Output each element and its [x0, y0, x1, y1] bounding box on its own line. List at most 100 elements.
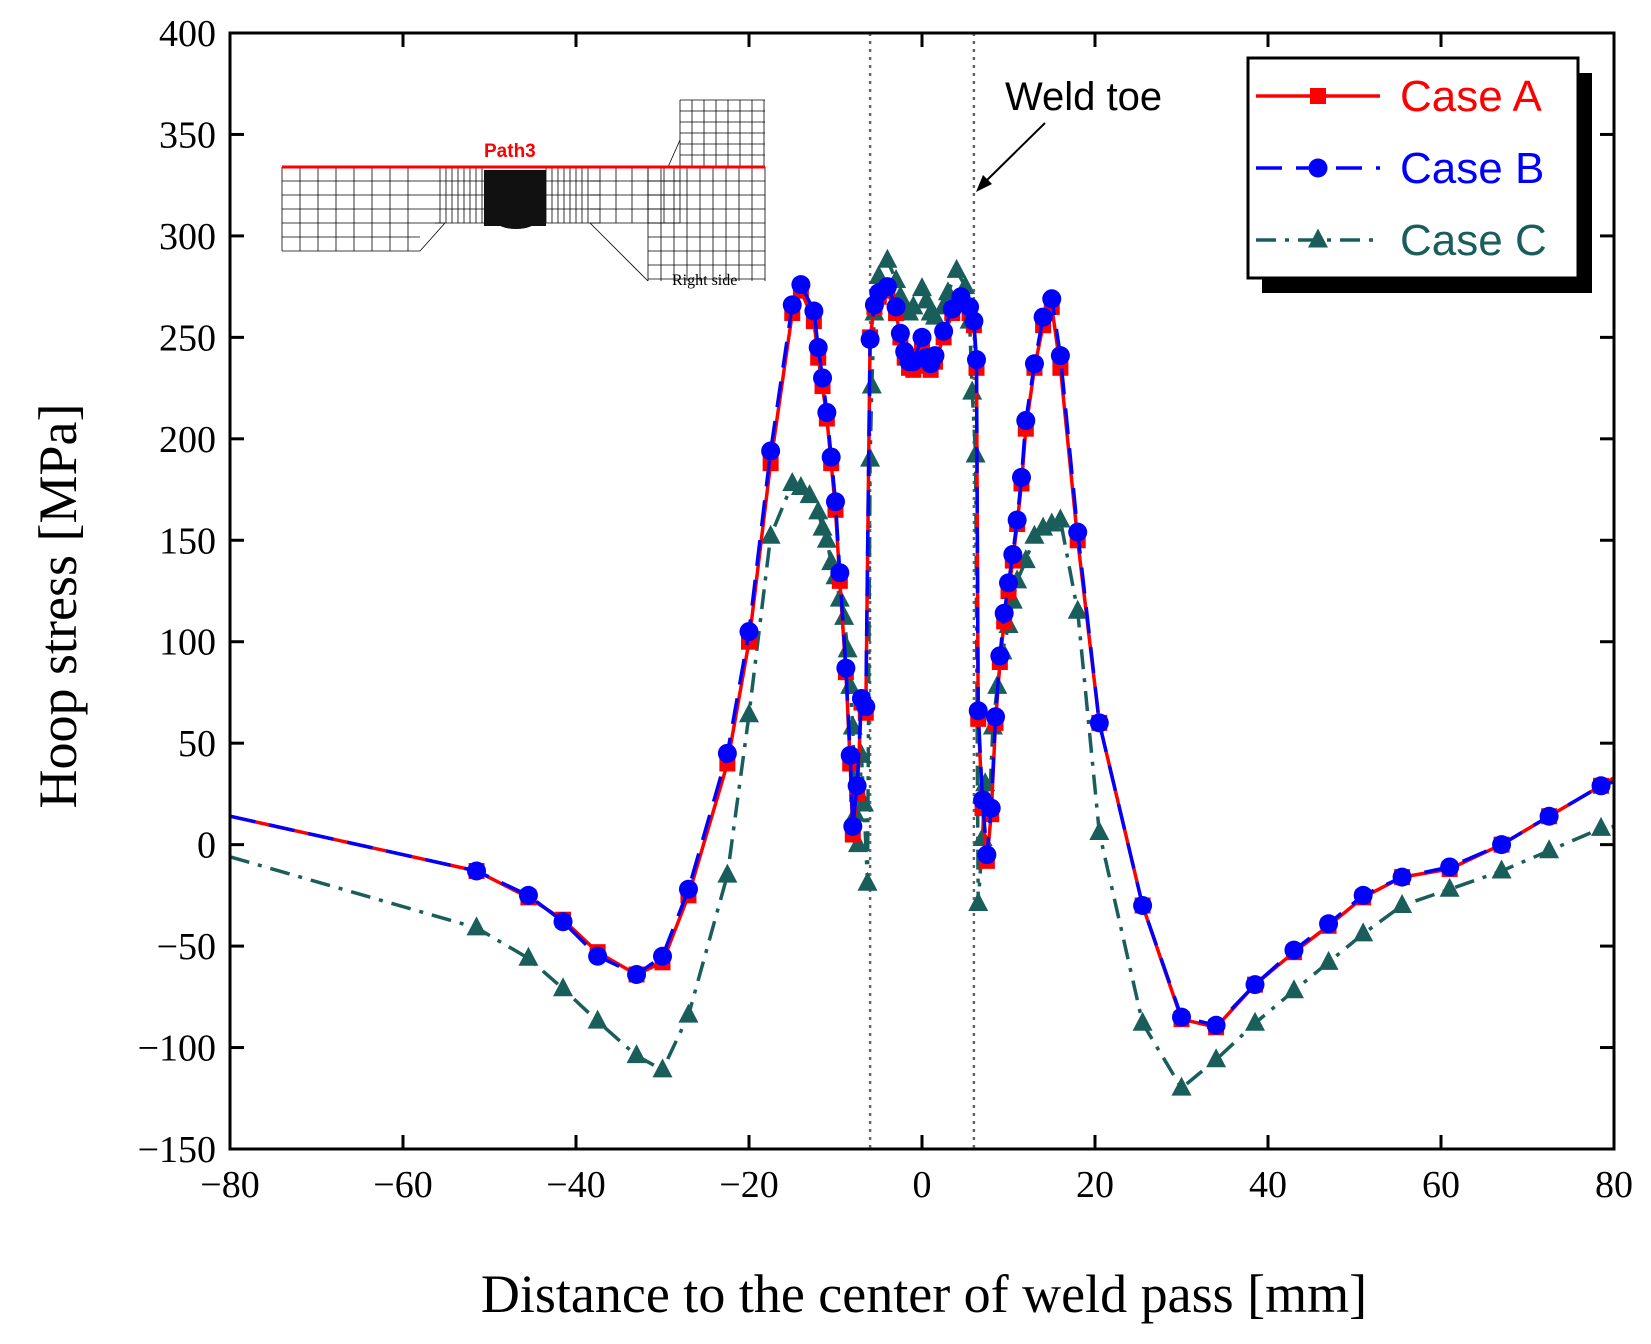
- x-tick-label: 40: [1249, 1164, 1287, 1206]
- case-b-point: [1492, 835, 1512, 855]
- weld-toe-arrowhead: [976, 175, 992, 192]
- case-c-point: [790, 476, 811, 496]
- case-b-point: [817, 402, 837, 422]
- case-b-point: [1050, 346, 1070, 366]
- y-tick-label: 300: [159, 216, 216, 258]
- case-b-point: [1392, 867, 1412, 887]
- case-b-point: [791, 275, 811, 295]
- weld-toe-arrow-shaft: [982, 122, 1046, 185]
- case-b-point: [847, 776, 867, 796]
- legend-label-case-a: Case A: [1400, 72, 1543, 121]
- case-c-point: [652, 1058, 673, 1078]
- case-b-point: [840, 745, 860, 765]
- case-b-point: [467, 861, 487, 881]
- right-side-label: Right side: [672, 272, 737, 289]
- x-tick-label: 80: [1595, 1164, 1633, 1206]
- case-c-point: [968, 891, 989, 911]
- case-b-point: [1539, 806, 1559, 826]
- legend-label-case-c: Case C: [1400, 216, 1547, 265]
- mesh-taper: [667, 139, 681, 168]
- case-b-point: [1007, 510, 1027, 530]
- y-tick-label: 200: [159, 419, 216, 461]
- y-tick-label: −150: [138, 1129, 216, 1171]
- case-b-point: [1440, 857, 1460, 877]
- case-b-point: [739, 622, 759, 642]
- path3-label: Path3: [484, 141, 536, 162]
- case-b-point: [999, 573, 1018, 593]
- case-b-point: [1172, 1007, 1191, 1027]
- case-c-point: [518, 946, 539, 966]
- case-c-point: [1206, 1048, 1227, 1068]
- y-tick-label: 100: [159, 622, 216, 664]
- case-c-point: [1591, 816, 1612, 836]
- case-c-point: [717, 863, 738, 883]
- legend-marker-case-c: [1308, 228, 1328, 248]
- weld-toe-reference-lines: [868, 33, 976, 1149]
- axis-ticks: −80 −60 −40 −20 0 20 40 60 80 −150 −100 −50 0 50 100 15…: [138, 13, 1633, 1206]
- case-b-point: [1284, 940, 1304, 960]
- case-b-point: [925, 346, 945, 366]
- case-b-point: [717, 743, 737, 763]
- x-tick-label: 0: [913, 1164, 932, 1206]
- case-c-point: [837, 638, 858, 658]
- case-b-point: [1245, 975, 1265, 995]
- case-b-point: [912, 327, 932, 347]
- case-b-point: [804, 301, 824, 321]
- case-b-point: [553, 912, 573, 932]
- x-axis-title: Distance to the center of weld pass [mm]: [481, 1264, 1367, 1324]
- case-c-point: [847, 833, 868, 853]
- weld-toe-annotation: Weld toe: [976, 75, 1162, 192]
- case-b-point: [1206, 1015, 1226, 1035]
- legend-label-case-b: Case B: [1400, 144, 1544, 193]
- case-b-point: [826, 492, 845, 512]
- y-tick-label: 400: [159, 13, 216, 55]
- case-b-point: [860, 329, 880, 349]
- y-tick-label: 250: [159, 317, 216, 359]
- legend: Case A Case B Case C: [1246, 56, 1592, 293]
- case-c-point: [946, 258, 967, 278]
- case-b-point: [836, 658, 856, 678]
- case-c-point: [1353, 922, 1374, 942]
- case-b-point: [1068, 522, 1088, 542]
- case-c-point: [1089, 820, 1110, 840]
- case-b-point: [653, 946, 672, 966]
- case-c-point: [1283, 979, 1304, 999]
- case-c-point: [1132, 1011, 1153, 1031]
- x-tick-label: 20: [1076, 1164, 1114, 1206]
- case-c-point: [553, 977, 574, 997]
- case-b-point: [1042, 289, 1062, 309]
- case-c-point: [1439, 877, 1460, 897]
- mesh-line: [419, 222, 446, 252]
- y-tick-label: 0: [197, 825, 216, 867]
- mesh-taper: [589, 222, 649, 282]
- case-b-point: [1591, 776, 1611, 796]
- case-c-point: [1245, 1011, 1266, 1031]
- case-b-point: [986, 707, 1006, 727]
- y-tick-label: 50: [178, 723, 216, 765]
- case-b-point: [588, 946, 608, 966]
- case-b-point: [808, 338, 828, 358]
- case-c-point: [626, 1044, 647, 1064]
- x-tick-label: −20: [719, 1164, 778, 1206]
- case-b-point: [877, 277, 897, 297]
- y-tick-label: 350: [159, 114, 216, 156]
- case-b-point: [843, 816, 863, 836]
- case-b-point: [1353, 885, 1373, 905]
- case-b-point: [890, 323, 910, 343]
- mesh-inset-diagram: Path3 Right side: [281, 99, 766, 289]
- case-c-point: [854, 792, 875, 812]
- case-c-point: [739, 703, 759, 723]
- case-b-point: [1016, 411, 1036, 431]
- case-b-point: [977, 845, 997, 865]
- case-c-point: [1171, 1076, 1192, 1096]
- case-b-point: [830, 563, 850, 583]
- case-c-point: [903, 295, 924, 315]
- case-c-point: [1067, 599, 1088, 619]
- case-b-point: [627, 964, 647, 984]
- series-case-c: [229, 248, 1615, 1096]
- x-tick-label: −80: [200, 1164, 259, 1206]
- weld-root: [496, 213, 536, 229]
- case-b-point: [1024, 354, 1044, 374]
- case-b-point: [856, 697, 876, 717]
